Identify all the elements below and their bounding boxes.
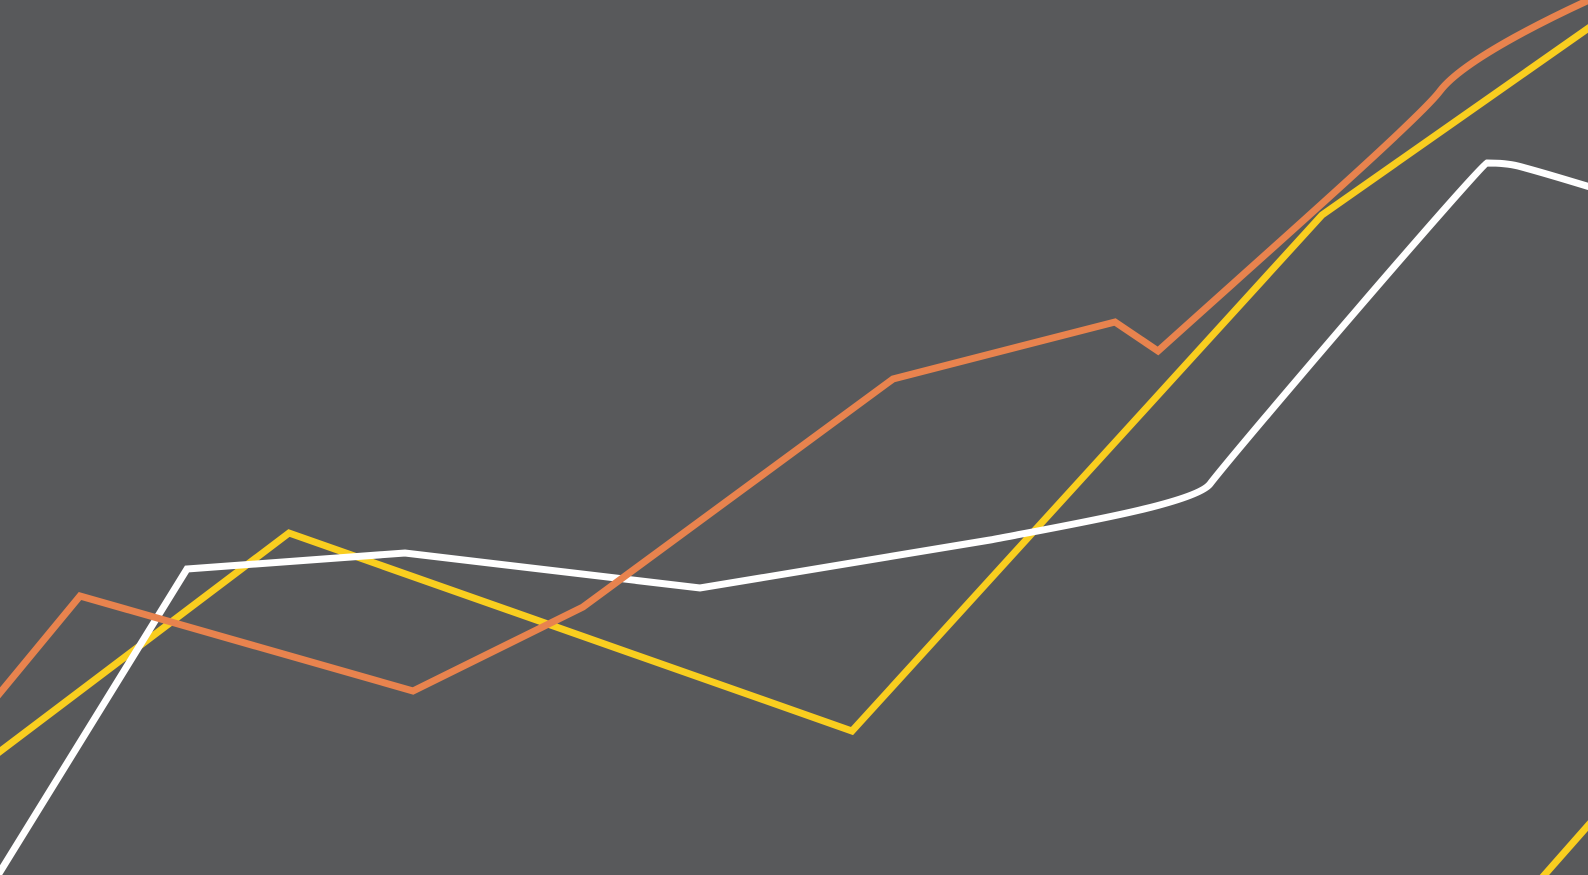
orange-line bbox=[0, 0, 1588, 699]
white-line bbox=[0, 159, 1588, 875]
yellow-line bbox=[0, 24, 1588, 756]
yellow-line-fragment bbox=[1539, 820, 1588, 875]
